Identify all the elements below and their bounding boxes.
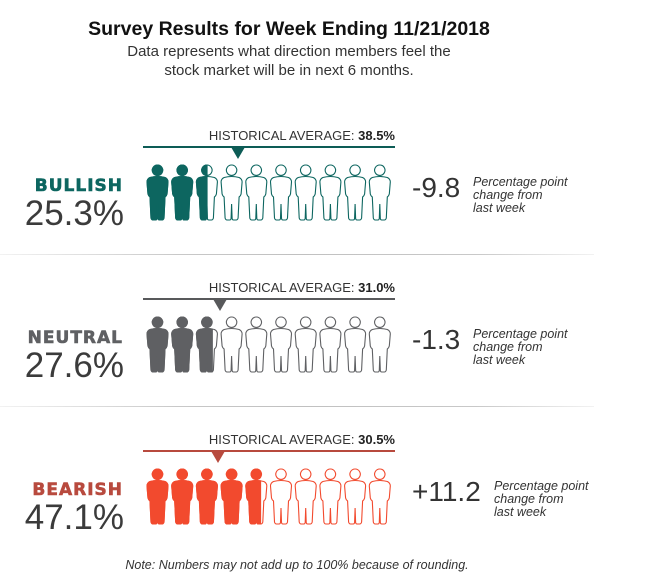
person-icon-fill [195, 468, 218, 525]
person-icon [146, 164, 169, 221]
person-icon [245, 316, 268, 373]
section-bearish: HISTORICAL AVERAGE: 30.5% BEARISH 47.1% +11… [0, 432, 648, 572]
person-icon [368, 468, 391, 525]
chart-subtitle: Data represents what direction members f… [0, 42, 578, 80]
person-icon [368, 164, 391, 221]
category-percent: 25.3% [24, 194, 124, 233]
person-icon [220, 316, 243, 373]
historical-average-marker [231, 147, 246, 159]
person-icon [269, 468, 293, 525]
person-icon [319, 164, 342, 221]
pictogram-row [146, 316, 391, 373]
person-icon-fill [171, 316, 194, 373]
section-divider [0, 406, 594, 407]
person-icon [368, 316, 391, 373]
weekly-change-value: +11.2 [412, 476, 481, 507]
caption-line: change from [494, 492, 564, 506]
category-label: BEARISH [32, 480, 123, 501]
caption-line: change from [473, 188, 543, 202]
person-icon-fill [146, 164, 169, 221]
person-icon-fill [146, 468, 169, 525]
person-icon [319, 316, 342, 373]
category-percent: 47.1% [24, 498, 124, 537]
footnote: Note: Numbers may not add up to 100% bec… [125, 558, 469, 572]
person-icon [171, 316, 194, 373]
person-icon [171, 164, 194, 221]
person-icon-fill [245, 468, 262, 525]
historical-average-prefix: HISTORICAL AVERAGE: [208, 432, 359, 447]
person-icon-fill [220, 468, 243, 525]
weekly-change-value: -1.3 [412, 324, 461, 355]
chart-title: Survey Results for Week Ending 11/21/201… [88, 18, 490, 40]
historical-average-value: 30.5% [358, 432, 395, 447]
historical-average-label: HISTORICAL AVERAGE: 30.5% [143, 432, 395, 447]
person-icon [195, 164, 218, 221]
person-icon-fill [195, 316, 213, 373]
category-label: BULLISH [34, 176, 123, 197]
historical-average-marker [211, 451, 226, 463]
person-icon [245, 164, 268, 221]
historical-scale-line [143, 146, 395, 148]
caption-line: last week [473, 201, 526, 215]
historical-average-prefix: HISTORICAL AVERAGE: [208, 128, 359, 143]
caption-line: last week [473, 353, 526, 367]
person-icon [245, 468, 268, 525]
person-icon [220, 164, 243, 221]
section-bullish: HISTORICAL AVERAGE: 38.5% BULLISH 25.3% -9.… [0, 128, 648, 268]
person-icon-fill [195, 164, 208, 221]
pictogram-row [146, 468, 391, 525]
caption-line: Percentage point [473, 327, 568, 341]
historical-average-prefix: HISTORICAL AVERAGE: [208, 280, 359, 295]
person-icon [319, 468, 342, 525]
caption-line: Percentage point [494, 479, 589, 493]
subtitle-line-2: stock market will be in next 6 months. [164, 62, 414, 79]
person-icon [269, 164, 293, 221]
person-icon [269, 316, 293, 373]
person-icon-fill [146, 316, 169, 373]
person-icon-fill [171, 468, 194, 525]
person-icon [171, 468, 194, 525]
historical-average-value: 38.5% [358, 128, 395, 143]
weekly-change-value: -9.8 [412, 172, 461, 203]
section-divider [0, 254, 594, 255]
category-percent: 27.6% [24, 346, 124, 385]
person-icon [294, 164, 317, 221]
person-icon [344, 316, 367, 373]
caption-line: change from [473, 340, 543, 354]
person-icon [220, 468, 243, 525]
historical-average-label: HISTORICAL AVERAGE: 31.0% [143, 280, 395, 295]
historical-scale-line [143, 450, 395, 452]
person-icon [146, 316, 169, 373]
weekly-change-caption: Percentage point change from last week [473, 328, 593, 367]
person-icon-fill [171, 164, 194, 221]
section-neutral: HISTORICAL AVERAGE: 31.0% NEUTRAL 27.6% -1.… [0, 280, 648, 420]
weekly-change-caption: Percentage point change from last week [473, 176, 593, 215]
caption-line: Percentage point [473, 175, 568, 189]
person-icon [195, 468, 218, 525]
person-icon [344, 164, 367, 221]
person-icon [146, 468, 169, 525]
historical-scale-line [143, 298, 395, 300]
weekly-change-caption: Percentage point change from last week [494, 480, 614, 519]
person-icon [195, 316, 218, 373]
historical-average-marker [212, 299, 227, 311]
caption-line: last week [494, 505, 547, 519]
category-label: NEUTRAL [27, 328, 123, 349]
historical-average-label: HISTORICAL AVERAGE: 38.5% [143, 128, 395, 143]
person-icon [294, 468, 317, 525]
person-icon [344, 468, 367, 525]
historical-average-value: 31.0% [358, 280, 395, 295]
pictogram-row [146, 164, 391, 221]
subtitle-line-1: Data represents what direction members f… [127, 43, 451, 60]
person-icon [294, 316, 317, 373]
